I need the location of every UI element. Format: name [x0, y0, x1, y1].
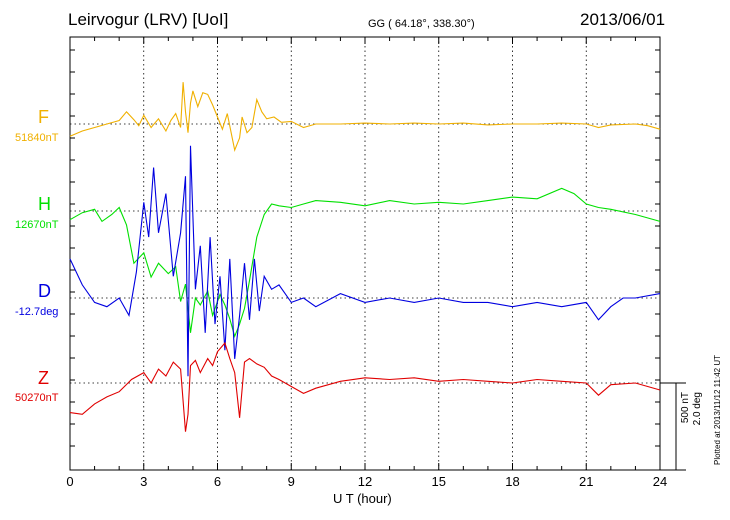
grid-lines — [70, 37, 660, 470]
x-tick-label: 18 — [505, 474, 519, 489]
chart-date: 2013/06/01 — [580, 10, 666, 29]
x-tick-label: 3 — [140, 474, 147, 489]
scale-label-nt: 500 nT — [680, 392, 691, 424]
station-coordinates: GG ( 64.18°, 338.30°) — [368, 18, 475, 30]
chart-title: Leirvogur (LRV) [UoI] — [68, 10, 229, 29]
x-axis-label: U T (hour) — [333, 491, 392, 506]
series-label-d: D — [38, 281, 51, 301]
series-baseline-d: -12.7deg — [15, 306, 59, 318]
x-tick-label: 9 — [288, 474, 295, 489]
series-label-z: Z — [38, 368, 49, 388]
x-tick-label: 0 — [66, 474, 73, 489]
series-label-h: H — [38, 194, 51, 214]
axis-ticks: 0 3 6 9 12 15 18 21 24 — [66, 37, 667, 489]
x-tick-label: 24 — [653, 474, 667, 489]
series-baseline-h: 12670nT — [15, 219, 59, 231]
x-tick-label: 21 — [579, 474, 593, 489]
series-line-d — [69, 145, 661, 377]
series-line-h — [69, 187, 661, 339]
series-line-f — [69, 82, 661, 153]
series-baseline-z: 50270nT — [15, 392, 59, 404]
x-tick-label: 12 — [358, 474, 372, 489]
series-line-z — [69, 341, 661, 432]
x-tick-label: 15 — [432, 474, 446, 489]
series-baseline-f: 51840nT — [15, 132, 59, 144]
x-tick-label: 6 — [214, 474, 221, 489]
series-label-f: F — [38, 107, 49, 127]
series-lines — [69, 82, 661, 432]
plotted-timestamp: Plotted at 2013/11/12 11:42 UT — [713, 355, 722, 466]
scale-label-deg: 2.0 deg — [692, 392, 703, 426]
